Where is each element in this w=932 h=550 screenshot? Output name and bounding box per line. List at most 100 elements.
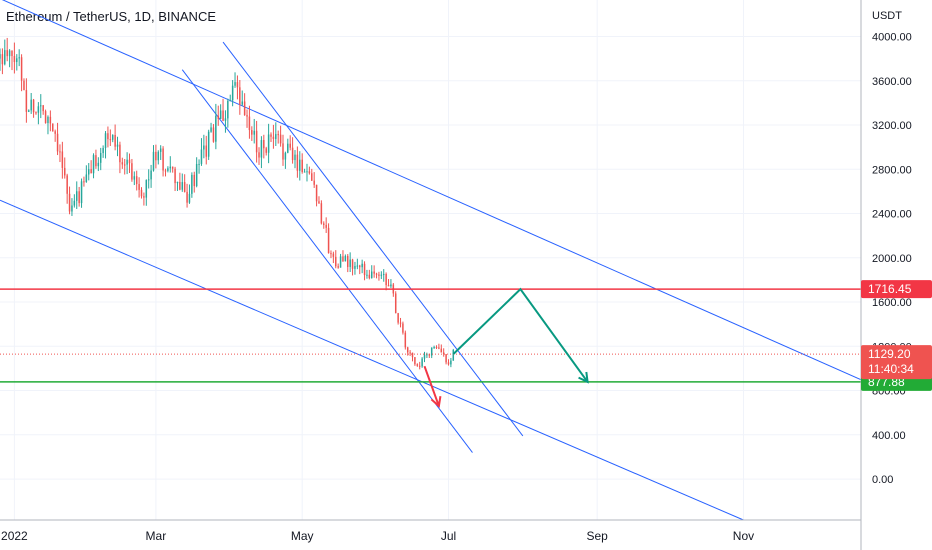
bullish-projection-path[interactable] xyxy=(452,287,589,383)
candle-body xyxy=(162,148,164,171)
last-price-badge xyxy=(861,345,932,380)
candle-body xyxy=(147,179,150,181)
candle-body xyxy=(107,133,109,140)
candle-body xyxy=(258,152,260,158)
grid-layer xyxy=(0,0,861,520)
candle-body xyxy=(109,139,112,141)
candle-body xyxy=(442,352,445,355)
candle-body xyxy=(176,181,179,184)
candle-body xyxy=(265,148,267,153)
candle-body xyxy=(243,101,246,116)
candle-body xyxy=(37,106,40,113)
candle-body xyxy=(126,159,128,165)
trendline[interactable] xyxy=(222,41,524,437)
candle-body xyxy=(1,54,4,65)
candle-body xyxy=(138,184,140,190)
candle-body xyxy=(198,163,200,165)
y-tick-label: 4000.00 xyxy=(872,32,912,44)
candle-body xyxy=(47,116,49,124)
candle-body xyxy=(306,171,308,173)
candle-body xyxy=(234,82,236,86)
candle-body xyxy=(409,352,411,354)
candle-body xyxy=(311,173,313,181)
candle-body xyxy=(375,273,378,275)
candle-body xyxy=(0,54,1,59)
x-tick-label: 2022 xyxy=(1,529,28,543)
candle-body xyxy=(299,159,301,171)
candle-body xyxy=(229,100,231,102)
candle-body xyxy=(296,154,299,171)
candle-body xyxy=(366,274,368,276)
trendline[interactable] xyxy=(0,199,744,521)
candle-body xyxy=(104,133,107,149)
candle-body xyxy=(128,159,131,164)
candle-body xyxy=(171,166,174,169)
candle-body xyxy=(217,115,219,119)
candle-body xyxy=(241,101,243,105)
candle-body xyxy=(231,85,234,101)
candle-body xyxy=(251,130,253,135)
candle-body xyxy=(8,50,11,57)
candle-body xyxy=(219,110,222,119)
candle-body xyxy=(30,99,32,111)
candle-body xyxy=(71,205,73,212)
candle-body xyxy=(212,127,215,142)
last-price-label: 1129.20 xyxy=(868,347,911,361)
candle-body xyxy=(61,151,64,168)
candle-body xyxy=(140,189,143,197)
candle-body xyxy=(356,265,359,267)
candle-body xyxy=(92,155,95,174)
candle-body xyxy=(330,253,332,255)
candle-body xyxy=(174,168,176,184)
candle-body xyxy=(394,293,397,314)
candle-body xyxy=(25,90,28,112)
candle-body xyxy=(339,256,342,268)
candle-body xyxy=(111,134,114,140)
candle-body xyxy=(382,273,385,275)
candle-body xyxy=(349,259,351,267)
candle-body xyxy=(119,144,121,163)
candle-body xyxy=(325,224,327,228)
candle-body xyxy=(282,143,284,160)
candle-body xyxy=(323,223,325,225)
candle-body xyxy=(95,155,97,167)
y-tick-label: 400.00 xyxy=(872,430,906,442)
candle-body xyxy=(260,140,263,158)
candle-body xyxy=(354,265,356,269)
candle-body xyxy=(102,148,104,154)
candle-body xyxy=(303,171,306,173)
candle-body xyxy=(363,263,366,276)
trendline[interactable] xyxy=(0,0,874,386)
candle-body xyxy=(44,111,47,124)
candle-body xyxy=(351,259,354,269)
candle-body xyxy=(380,274,383,276)
candle-body xyxy=(83,181,85,183)
candle-body xyxy=(308,171,311,174)
bearish-projection-path[interactable] xyxy=(423,365,440,407)
candle-body xyxy=(267,134,270,153)
candle-body xyxy=(370,271,373,279)
candle-body xyxy=(335,256,337,267)
candle-body xyxy=(210,127,212,132)
y-tick-label: 0.00 xyxy=(872,474,893,486)
candle-body xyxy=(152,151,155,171)
candle-body xyxy=(332,253,335,257)
candle-body xyxy=(342,256,344,262)
candle-body xyxy=(279,134,282,144)
candle-body xyxy=(344,255,347,262)
trendline[interactable] xyxy=(181,69,473,453)
candle-body xyxy=(248,116,251,131)
candle-body xyxy=(289,143,291,148)
candle-body xyxy=(418,365,421,367)
projections-layer xyxy=(423,287,589,409)
candle-body xyxy=(85,174,88,182)
candle-body xyxy=(20,57,23,81)
bullish-projection-arrowhead xyxy=(578,371,589,384)
candle-body xyxy=(207,131,210,157)
candle-body xyxy=(404,332,407,348)
candle-body xyxy=(222,110,224,121)
